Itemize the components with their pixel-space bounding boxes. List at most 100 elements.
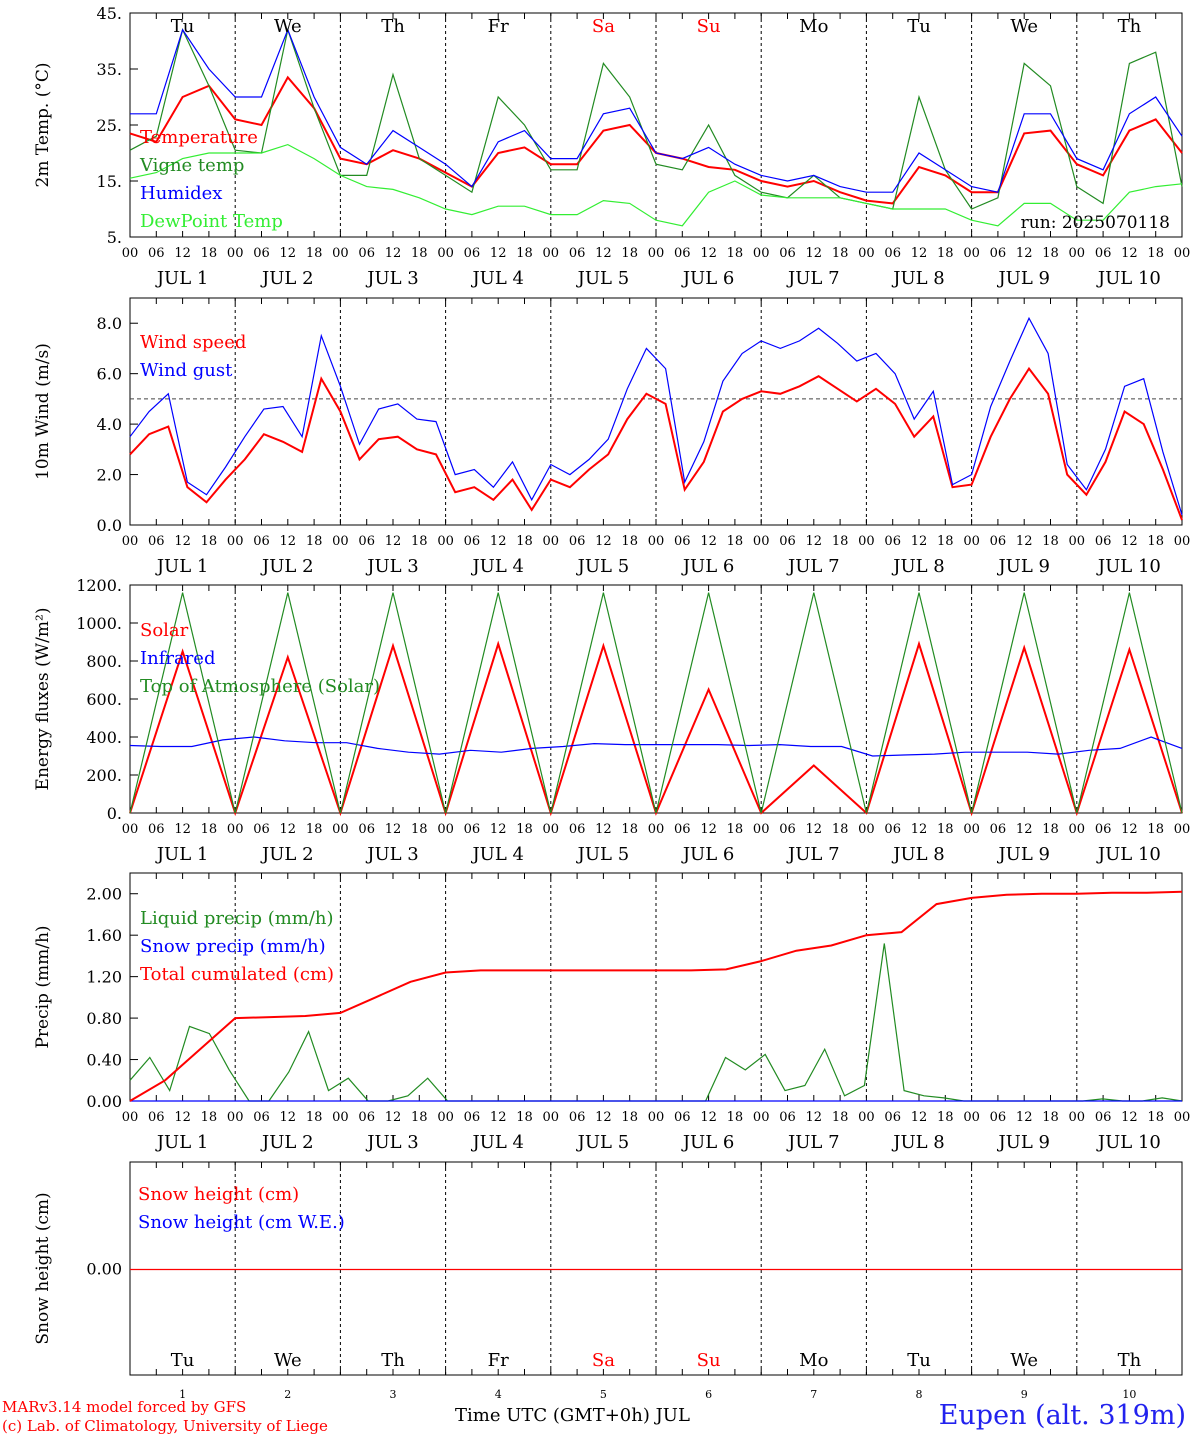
y-tick-label: 0. (107, 804, 122, 823)
hour-tick-label: 00 (858, 534, 875, 549)
date-label: JUL 1 (155, 268, 209, 289)
hour-tick-label: 00 (437, 534, 454, 549)
hour-tick-label: 06 (1095, 1110, 1112, 1125)
panel-2: 8.0 6.0 4.0 2.0 0.0 10m Wind (m/s) Wind speed W… (33, 297, 1190, 577)
hour-tick-label: 12 (1016, 1110, 1033, 1125)
hour-tick-label: 00 (753, 1110, 770, 1125)
series-line-1 (129, 316, 1183, 516)
hour-tick-label: 06 (674, 822, 691, 837)
date-label: JUL 4 (470, 844, 524, 865)
hour-tick-label: 18 (201, 534, 218, 549)
hour-tick-label: 06 (884, 246, 901, 261)
hour-tick-label: 06 (148, 822, 165, 837)
legend-entry: Solar (140, 620, 189, 641)
hour-tick-label: 06 (253, 1110, 270, 1125)
date-label: JUL 6 (681, 1132, 735, 1153)
hour-tick-label: 12 (1016, 822, 1033, 837)
y-axis-title: Precip (mm/h) (33, 925, 53, 1048)
model-credit: MARv3.14 model forced by GFS (2, 1398, 247, 1416)
hour-tick-label: 12 (490, 822, 507, 837)
lab-credit: (c) Lab. of Climatology, University of L… (2, 1417, 328, 1435)
hour-tick-label: 00 (227, 822, 244, 837)
hour-tick-label: 06 (779, 822, 796, 837)
hour-tick-label: 18 (832, 246, 849, 261)
hour-tick-label: 06 (253, 246, 270, 261)
date-label: JUL 4 (470, 268, 524, 289)
hour-tick-label: 00 (332, 246, 349, 261)
hour-tick-label: 12 (806, 1110, 823, 1125)
weekday-label: Tu (907, 1350, 931, 1371)
series-line-2 (130, 28, 1183, 193)
hour-tick-label: 18 (727, 1110, 744, 1125)
hour-tick-label: 00 (227, 534, 244, 549)
y-tick-label: 6.0 (97, 365, 122, 384)
hour-tick-label: 12 (1121, 246, 1138, 261)
y-tick-label: 800. (86, 652, 122, 671)
day-number: 10 (1122, 1388, 1136, 1401)
date-label: JUL 5 (576, 1132, 630, 1153)
y-tick-label: 1.60 (86, 926, 122, 945)
weekday-label: Tu (171, 1350, 195, 1371)
y-tick-label: 2.00 (86, 885, 122, 904)
hour-tick-label: 00 (437, 246, 454, 261)
hour-tick-label: 18 (727, 822, 744, 837)
y-tick-label: 0.0 (97, 516, 122, 535)
hour-tick-label: 06 (884, 1110, 901, 1125)
date-label: JUL 10 (1096, 1132, 1161, 1153)
y-tick-label: 35. (97, 60, 122, 79)
hour-tick-label: 12 (595, 246, 612, 261)
day-number: 6 (705, 1388, 712, 1401)
hour-tick-label: 06 (884, 534, 901, 549)
series-line-2 (129, 890, 1183, 1102)
weekday-label: Th (381, 1350, 405, 1371)
y-tick-label: 1000. (76, 614, 122, 633)
hour-tick-label: 06 (1095, 246, 1112, 261)
hour-tick-label: 18 (937, 246, 954, 261)
hour-tick-label: 12 (595, 822, 612, 837)
hour-tick-label: 12 (490, 1110, 507, 1125)
date-label: JUL 10 (1096, 556, 1161, 577)
date-label: JUL 8 (891, 844, 945, 865)
weekday-label: We (274, 16, 302, 37)
hour-tick-label: 12 (385, 822, 402, 837)
hour-tick-label: 12 (911, 1110, 928, 1125)
y-tick-label: 0.40 (86, 1051, 122, 1070)
hour-tick-label: 18 (937, 1110, 954, 1125)
hour-tick-label: 18 (1147, 246, 1164, 261)
legend-entry: Snow precip (mm/h) (140, 936, 326, 957)
hour-tick-label: 06 (358, 822, 375, 837)
hour-tick-label: 18 (832, 822, 849, 837)
hour-tick-label: 18 (621, 1110, 638, 1125)
hour-tick-label: 18 (516, 534, 533, 549)
date-label: JUL 5 (576, 844, 630, 865)
date-label: JUL 8 (891, 268, 945, 289)
hour-tick-label: 00 (437, 1110, 454, 1125)
hour-tick-label: 12 (595, 1110, 612, 1125)
y-axis-title: 2m Temp. (°C) (33, 62, 53, 187)
weekday-label: Su (697, 1350, 721, 1371)
date-label: JUL 3 (365, 268, 419, 289)
y-tick-label: 200. (86, 766, 122, 785)
legend-entry: Humidex (140, 183, 222, 204)
legend-entry: Snow height (cm W.E.) (138, 1212, 345, 1233)
day-number: 8 (916, 1388, 923, 1401)
hour-tick-label: 12 (700, 534, 717, 549)
hour-tick-label: 18 (306, 534, 323, 549)
hour-tick-label: 12 (1016, 534, 1033, 549)
hour-tick-label: 06 (674, 1110, 691, 1125)
date-label: JUL 1 (155, 556, 209, 577)
hour-tick-label: 18 (832, 1110, 849, 1125)
panel-5: 0.00 Snow height (cm) Snow height (cm) Snow… (33, 1161, 1183, 1401)
hour-tick-label: 06 (253, 822, 270, 837)
date-label: JUL 2 (260, 844, 314, 865)
day-number: 2 (284, 1388, 291, 1401)
hour-tick-label: 00 (332, 534, 349, 549)
hour-tick-label: 06 (464, 534, 481, 549)
date-label: JUL 7 (786, 1132, 840, 1153)
y-tick-label: 0.80 (86, 1009, 122, 1028)
legend-entry: Total cumulated (cm) (140, 964, 334, 985)
legend-entry: Wind gust (140, 360, 233, 381)
y-axis-title: 10m Wind (m/s) (33, 343, 53, 480)
hour-tick-label: 00 (332, 822, 349, 837)
hour-tick-label: 00 (437, 822, 454, 837)
